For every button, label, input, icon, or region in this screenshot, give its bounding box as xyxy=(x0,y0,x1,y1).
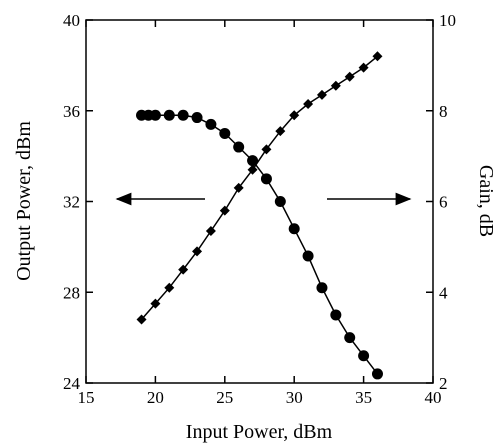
diamond-data-point xyxy=(316,89,327,100)
diamond-data-point xyxy=(150,298,161,309)
diamond-data-point xyxy=(275,126,286,137)
diamond-data-point xyxy=(219,205,230,216)
x-axis-ticks: 15 20 25 30 35 40 xyxy=(78,20,442,407)
circle-series-line xyxy=(141,114,379,375)
plot-frame xyxy=(85,19,434,384)
diamond-data-point xyxy=(303,98,314,109)
right-y-axis-ticks: 2 4 6 8 10 xyxy=(426,11,456,393)
left-y-axis-ticks: 24 28 32 36 40 xyxy=(63,11,93,393)
circle-data-point xyxy=(274,196,286,207)
circle-data-point xyxy=(344,332,356,344)
circle-data-point xyxy=(330,309,342,321)
diamond-data-point xyxy=(233,182,244,193)
x-axis-title: Input Power, dBm xyxy=(186,421,333,443)
left-y-tick-label: 40 xyxy=(63,11,80,30)
diamond-data-point xyxy=(330,80,341,91)
x-tick-label: 15 xyxy=(78,388,95,407)
circle-data-point xyxy=(205,118,217,130)
x-tick-label: 20 xyxy=(147,388,164,407)
diamond-data-point xyxy=(164,282,175,293)
diamond-data-point xyxy=(247,164,258,175)
circle-data-point xyxy=(191,112,203,124)
circle-data-point xyxy=(302,250,314,262)
diamond-data-point xyxy=(192,246,203,257)
circle-data-point xyxy=(260,173,272,185)
diamond-data-point xyxy=(178,264,189,275)
circle-data-point xyxy=(177,109,189,121)
right-y-tick-label: 10 xyxy=(439,11,456,30)
left-y-tick-label: 24 xyxy=(63,374,81,393)
circle-data-point xyxy=(358,350,370,362)
diamond-data-point xyxy=(289,110,300,121)
circle-data-point xyxy=(247,155,259,167)
diamond-data-point xyxy=(358,62,369,73)
right-y-axis-title: Gain, dB xyxy=(475,165,493,237)
circle-data-point xyxy=(371,368,383,380)
x-tick-label: 35 xyxy=(355,388,372,407)
series-layer xyxy=(136,51,383,380)
x-tick-label: 30 xyxy=(286,388,303,407)
right-y-tick-label: 4 xyxy=(439,283,448,302)
circle-data-point xyxy=(316,282,328,294)
left-y-axis-title: Output Power, dBm xyxy=(13,121,35,281)
x-tick-label: 25 xyxy=(216,388,233,407)
diamond-data-point xyxy=(136,314,147,325)
circle-data-point xyxy=(288,223,300,235)
diamond-data-point xyxy=(261,144,272,155)
x-tick-label: 40 xyxy=(425,388,442,407)
diamond-data-point xyxy=(205,225,216,236)
left-y-tick-label: 36 xyxy=(63,102,80,121)
right-y-tick-label: 2 xyxy=(439,374,448,393)
left-y-tick-label: 32 xyxy=(63,193,80,212)
right-y-tick-label: 6 xyxy=(439,193,448,212)
diamond-series-line xyxy=(140,55,378,320)
left-y-tick-label: 28 xyxy=(63,283,80,302)
circle-data-point xyxy=(163,109,175,121)
right-y-tick-label: 8 xyxy=(439,102,448,121)
circle-data-point xyxy=(149,109,161,121)
circle-data-point xyxy=(233,141,245,153)
diamond-data-point xyxy=(372,51,383,62)
diamond-data-point xyxy=(344,71,355,82)
circle-data-point xyxy=(219,127,231,139)
